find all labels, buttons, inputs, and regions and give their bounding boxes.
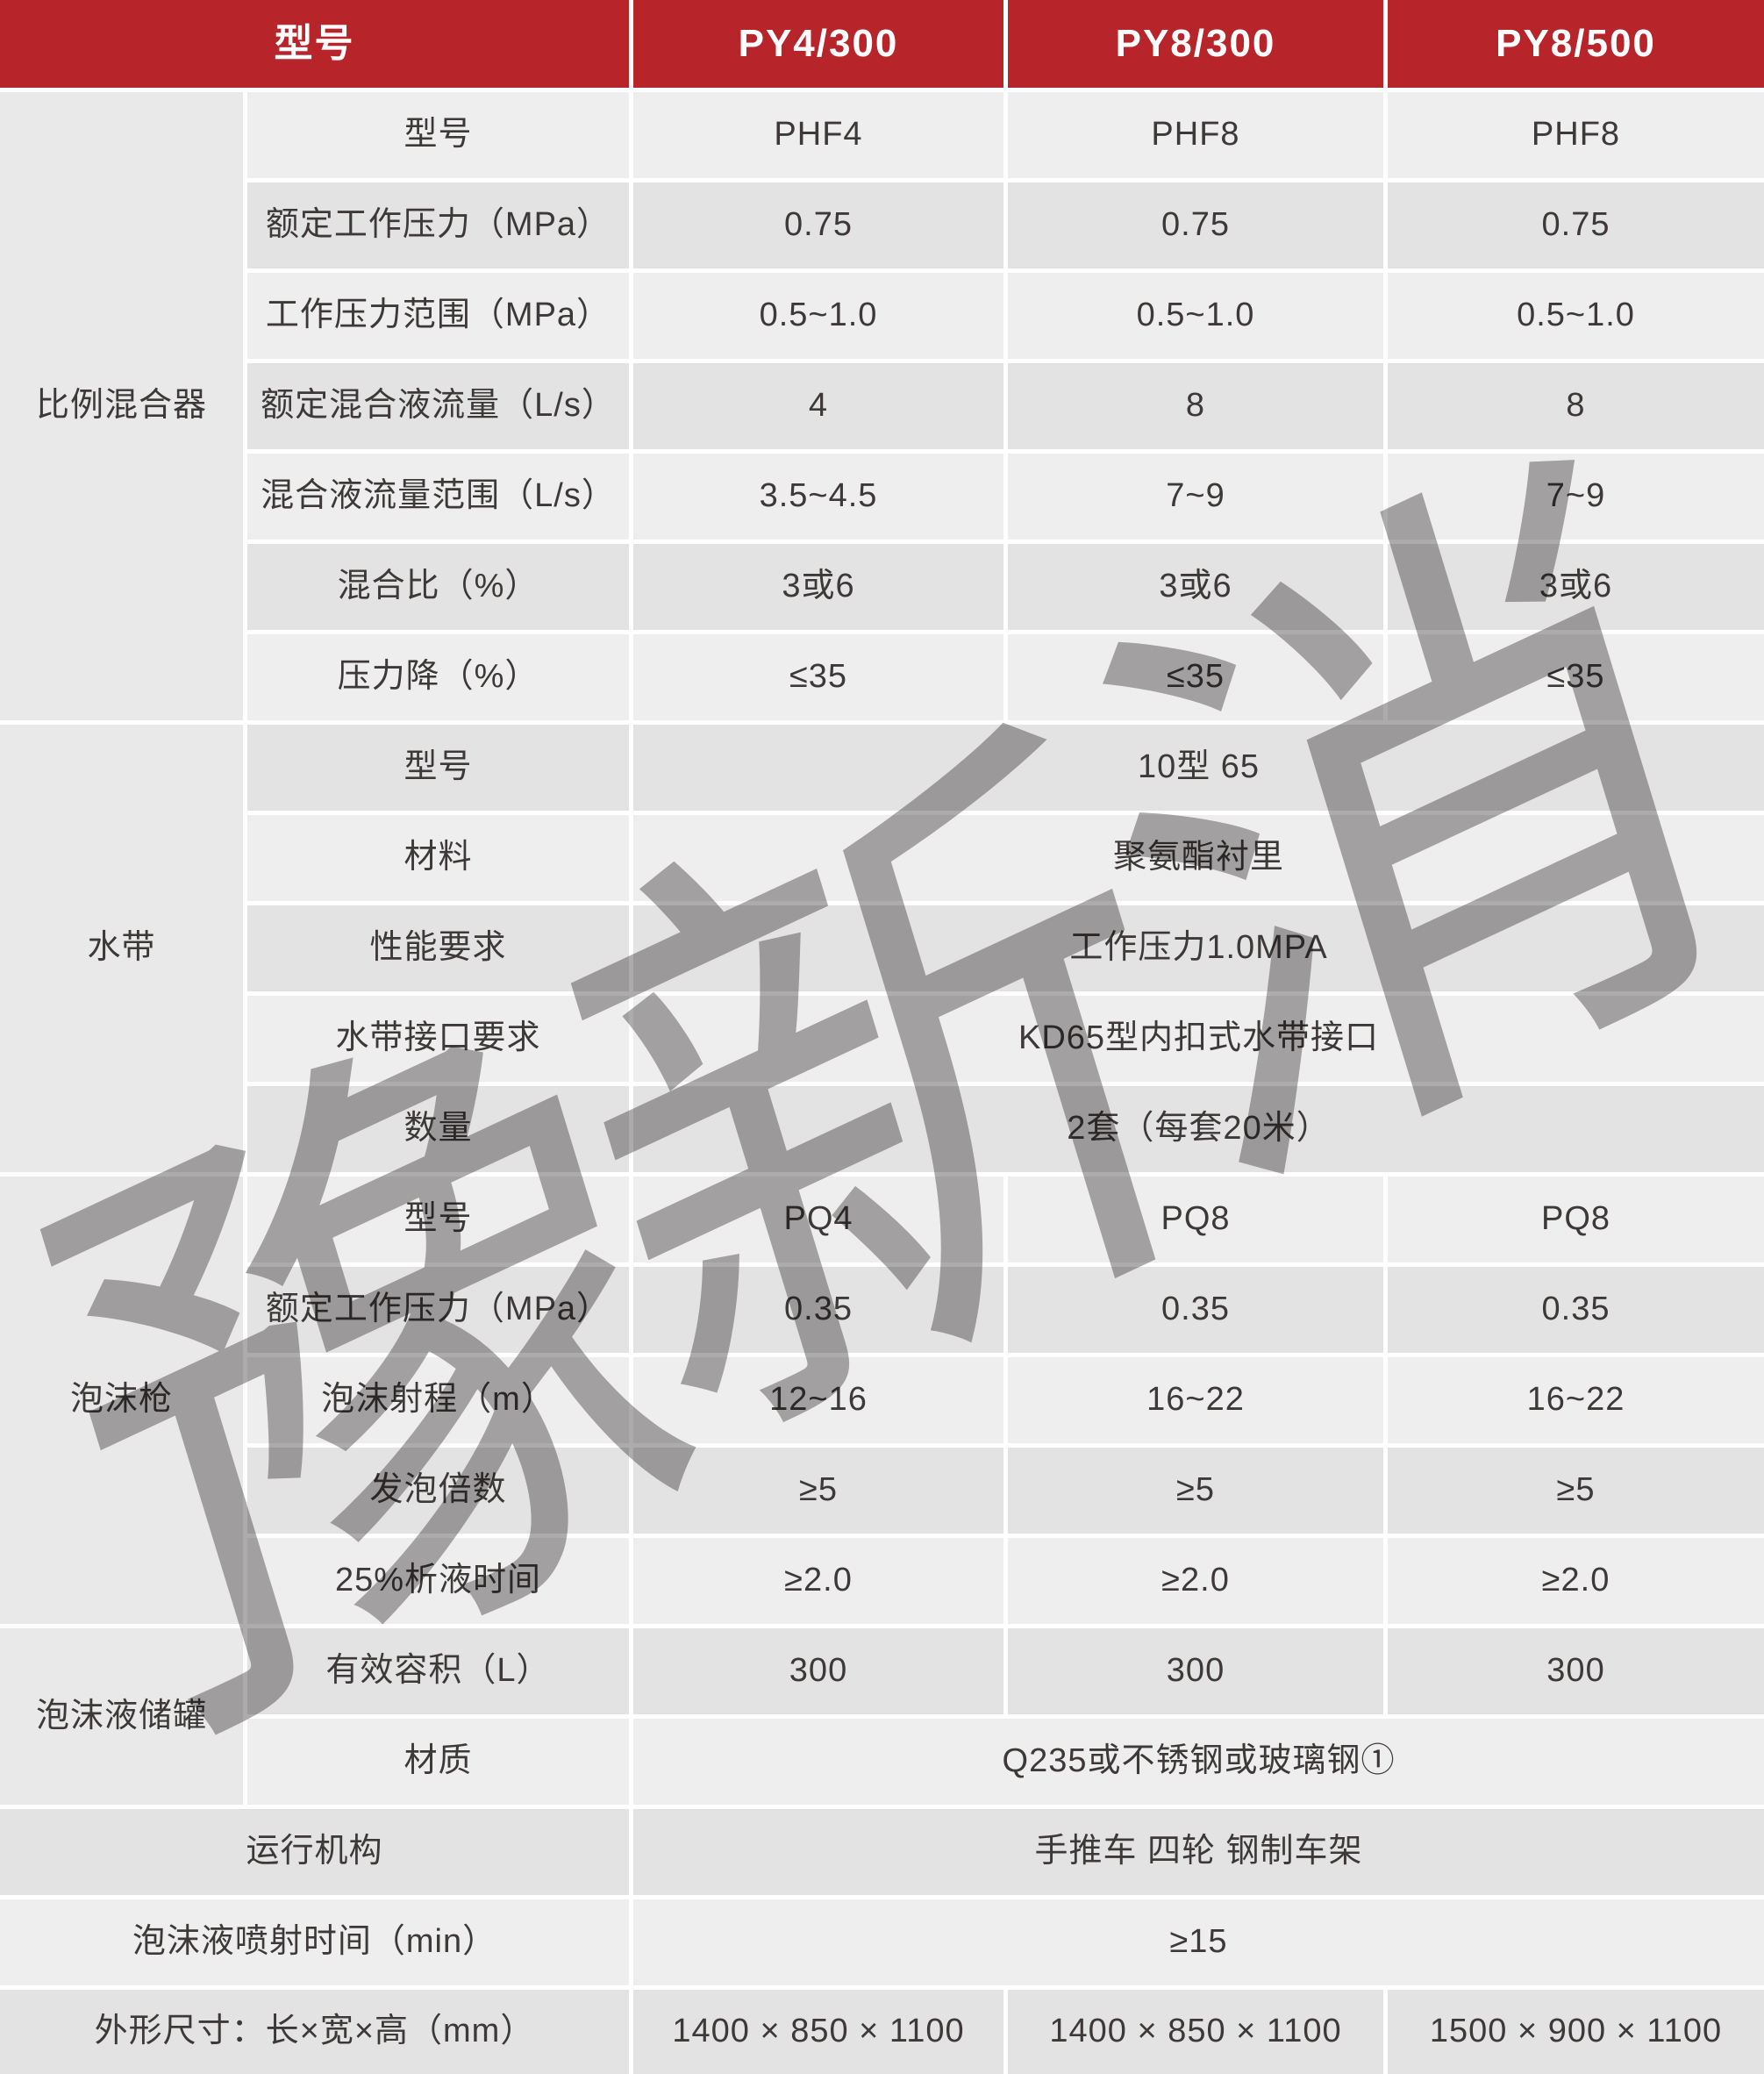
- row-value: 16~22: [1388, 1357, 1764, 1443]
- row-label: 型号: [247, 1176, 629, 1262]
- header-column: PY8/500: [1388, 0, 1764, 88]
- row-value: 0.35: [1388, 1267, 1764, 1353]
- row-value: ≥2.0: [1388, 1538, 1764, 1624]
- group-cell: 水带: [0, 725, 243, 1172]
- row-value: 0.5~1.0: [1008, 273, 1383, 359]
- row-value-span: 10型 65: [633, 725, 1764, 811]
- row-value: PHF4: [633, 92, 1003, 178]
- row-value: ≥5: [1388, 1448, 1764, 1534]
- row-label: 有效容积（L）: [247, 1628, 629, 1714]
- row-value: ≥5: [1008, 1448, 1383, 1534]
- row-label: 额定工作压力（MPa）: [247, 1267, 629, 1353]
- row-value: PQ8: [1008, 1176, 1383, 1262]
- row-label: 25%析液时间: [247, 1538, 629, 1624]
- row-value: ≥2.0: [633, 1538, 1003, 1624]
- row-value-span: 手推车 四轮 钢制车架: [633, 1809, 1764, 1895]
- header-model-label: 型号: [0, 0, 629, 88]
- row-value: ≤35: [1388, 634, 1764, 720]
- row-label: 材料: [247, 815, 629, 901]
- row-value-span: KD65型内扣式水带接口: [633, 996, 1764, 1082]
- group-cell: 比例混合器: [0, 92, 243, 720]
- row-value: 4: [633, 363, 1003, 449]
- row-label: 泡沫射程（m）: [247, 1357, 629, 1443]
- header-column: PY4/300: [633, 0, 1003, 88]
- row-label: 压力降（%）: [247, 634, 629, 720]
- row-label: 运行机构: [0, 1809, 629, 1895]
- row-value: 0.5~1.0: [633, 273, 1003, 359]
- row-label: 数量: [247, 1086, 629, 1172]
- header-column: PY8/300: [1008, 0, 1383, 88]
- row-value-span: 聚氨酯衬里: [633, 815, 1764, 901]
- row-value: 16~22: [1008, 1357, 1383, 1443]
- row-value: 3.5~4.5: [633, 454, 1003, 540]
- row-value: 7~9: [1388, 454, 1764, 540]
- row-value: ≤35: [633, 634, 1003, 720]
- row-label: 外形尺寸：长×宽×高（mm）: [0, 1990, 629, 2074]
- row-label: 额定混合液流量（L/s）: [247, 363, 629, 449]
- row-value: 12~16: [633, 1357, 1003, 1443]
- row-value: 1400 × 850 × 1100: [1008, 1990, 1383, 2074]
- row-value: 3或6: [633, 544, 1003, 630]
- row-value: 0.75: [1008, 182, 1383, 268]
- row-value: 1500 × 900 × 1100: [1388, 1990, 1764, 2074]
- row-label: 发泡倍数: [247, 1448, 629, 1534]
- row-value: PHF8: [1008, 92, 1383, 178]
- row-value: 3或6: [1008, 544, 1383, 630]
- row-value: 8: [1008, 363, 1383, 449]
- row-label: 混合比（%）: [247, 544, 629, 630]
- row-label: 材质: [247, 1719, 629, 1805]
- row-label: 泡沫液喷射时间（min）: [0, 1899, 629, 1985]
- row-value: 7~9: [1008, 454, 1383, 540]
- row-value: 0.35: [1008, 1267, 1383, 1353]
- row-value: 0.5~1.0: [1388, 273, 1764, 359]
- row-value: PQ4: [633, 1176, 1003, 1262]
- row-value: 3或6: [1388, 544, 1764, 630]
- row-value: ≤35: [1008, 634, 1383, 720]
- row-value-span: ≥15: [633, 1899, 1764, 1985]
- row-value: 0.75: [633, 182, 1003, 268]
- row-value-span: 工作压力1.0MPA: [633, 905, 1764, 991]
- row-value: 1400 × 850 × 1100: [633, 1990, 1003, 2074]
- row-label: 性能要求: [247, 905, 629, 991]
- row-value: 0.75: [1388, 182, 1764, 268]
- group-cell: 泡沫枪: [0, 1176, 243, 1624]
- group-cell: 泡沫液储罐: [0, 1628, 243, 1805]
- row-value: PHF8: [1388, 92, 1764, 178]
- row-value: 300: [633, 1628, 1003, 1714]
- row-label: 额定工作压力（MPa）: [247, 182, 629, 268]
- row-value: 8: [1388, 363, 1764, 449]
- row-label: 水带接口要求: [247, 996, 629, 1082]
- row-label: 工作压力范围（MPa）: [247, 273, 629, 359]
- row-label: 混合液流量范围（L/s）: [247, 454, 629, 540]
- row-value: ≥5: [633, 1448, 1003, 1534]
- row-value: 0.35: [633, 1267, 1003, 1353]
- row-value: 300: [1008, 1628, 1383, 1714]
- row-label: 型号: [247, 92, 629, 178]
- row-value-span: 2套（每套20米）: [633, 1086, 1764, 1172]
- row-value: ≥2.0: [1008, 1538, 1383, 1624]
- row-value-span: Q235或不锈钢或玻璃钢①: [633, 1719, 1764, 1805]
- row-value: 300: [1388, 1628, 1764, 1714]
- row-label: 型号: [247, 725, 629, 811]
- row-value: PQ8: [1388, 1176, 1764, 1262]
